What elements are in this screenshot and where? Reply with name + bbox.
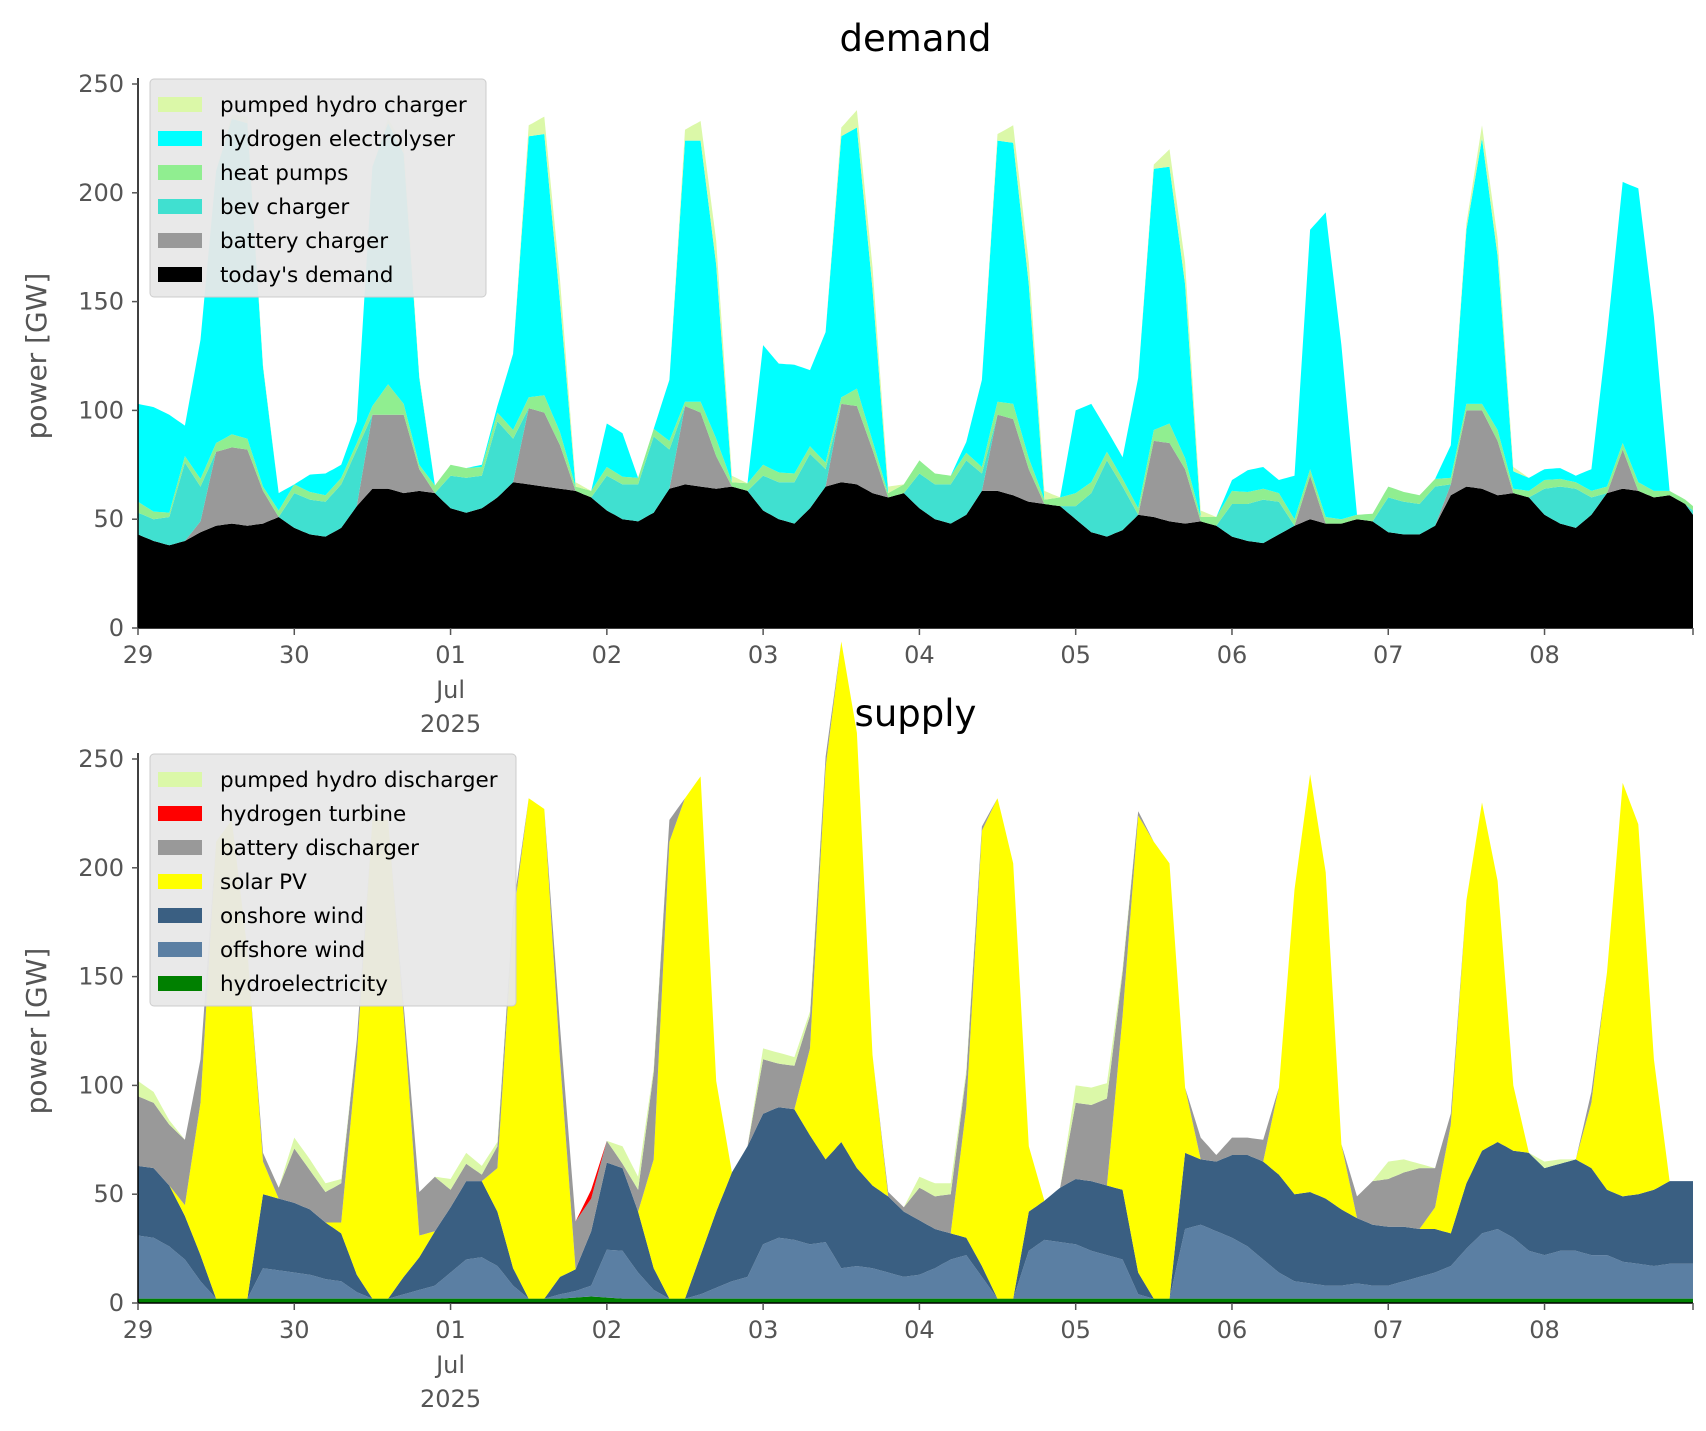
legend-label-onshore-wind: onshore wind xyxy=(220,904,364,929)
legend-frame xyxy=(149,753,517,1007)
legend-frame xyxy=(149,78,487,298)
legend-label-hydroelectricity: hydroelectricity xyxy=(220,972,388,997)
legend-swatch-battery-discharger xyxy=(158,840,202,855)
x-tick-label: 03 xyxy=(748,1316,779,1344)
y-tick-label: 50 xyxy=(93,505,124,533)
x-tick-label: 06 xyxy=(1217,641,1248,669)
legend-label-battery-discharger: battery discharger xyxy=(220,836,419,861)
x-tick-label: 07 xyxy=(1373,641,1404,669)
area-offshore-wind xyxy=(138,1224,1693,1299)
legend-swatch-heat-pumps xyxy=(158,165,202,180)
stacked-areas xyxy=(138,110,1693,628)
x-tick-label: 29 xyxy=(123,1316,154,1344)
y-tick-label: 100 xyxy=(78,396,124,424)
y-tick-label: 0 xyxy=(109,1289,124,1317)
legend-label-solar-pv: solar PV xyxy=(220,870,307,895)
x-tick-label: 30 xyxy=(279,1316,310,1344)
legend-swatch-hydrogen-electrolyser xyxy=(158,131,202,146)
legend-swatch-battery-charger xyxy=(158,233,202,248)
legend-label-battery-charger: battery charger xyxy=(220,229,388,254)
x-tick-sublabel: 2025 xyxy=(420,710,481,738)
x-tick-label: 03 xyxy=(748,641,779,669)
legend-label-heat-pumps: heat pumps xyxy=(220,161,348,186)
y-tick-label: 150 xyxy=(78,288,124,316)
area-onshore-wind xyxy=(138,1107,1693,1299)
x-tick-label: 04 xyxy=(904,1316,935,1344)
legend-swatch-onshore-wind xyxy=(158,908,202,923)
legend-swatch-solar-pv xyxy=(158,874,202,889)
y-tick-label: 0 xyxy=(109,614,124,642)
y-tick-label: 200 xyxy=(78,179,124,207)
legend-swatch-today-s-demand xyxy=(158,267,202,282)
x-tick-label: 07 xyxy=(1373,1316,1404,1344)
legend-label-pumped-hydro-discharger: pumped hydro discharger xyxy=(220,768,498,793)
legend: pumped hydro discharger hydrogen turbine b… xyxy=(149,753,517,1007)
x-tick-label: 01 xyxy=(435,1316,466,1344)
y-tick-label: 250 xyxy=(78,70,124,98)
x-tick-label: 02 xyxy=(592,641,623,669)
x-tick-sublabel: Jul xyxy=(434,1351,465,1379)
legend-label-hydrogen-electrolyser: hydrogen electrolyser xyxy=(220,127,455,152)
legend-swatch-pumped-hydro-charger xyxy=(158,97,202,112)
x-tick-label: 29 xyxy=(123,641,154,669)
x-tick-label: 08 xyxy=(1529,1316,1560,1344)
legend: pumped hydro charger hydrogen electrolyse… xyxy=(149,78,487,298)
y-axis-label: power [GW] xyxy=(20,273,53,440)
x-tick-label: 06 xyxy=(1217,1316,1248,1344)
legend-label-bev-charger: bev charger xyxy=(220,195,349,220)
y-tick-label: 200 xyxy=(78,854,124,882)
stacked-areas xyxy=(138,641,1693,1303)
legend-label-hydrogen-turbine: hydrogen turbine xyxy=(220,802,406,827)
y-tick-label: 100 xyxy=(78,1071,124,1099)
x-tick-label: 02 xyxy=(592,1316,623,1344)
legend-swatch-pumped-hydro-discharger xyxy=(158,772,202,787)
legend-swatch-hydrogen-turbine xyxy=(158,806,202,821)
legend-label-offshore-wind: offshore wind xyxy=(220,938,365,963)
x-tick-label: 04 xyxy=(904,641,935,669)
legend-label-today-s-demand: today's demand xyxy=(220,263,393,288)
area-heat-pumps xyxy=(138,384,1693,526)
area-today-s-demand xyxy=(138,482,1693,628)
chart-title: demand xyxy=(840,17,992,60)
area-solar-pv xyxy=(138,641,1693,1299)
x-tick-sublabel: Jul xyxy=(434,676,465,704)
area-hydroelectricity xyxy=(138,1296,1693,1303)
legend-swatch-bev-charger xyxy=(158,199,202,214)
x-tick-label: 05 xyxy=(1060,641,1091,669)
y-tick-label: 250 xyxy=(78,745,124,773)
y-tick-label: 150 xyxy=(78,963,124,991)
x-tick-label: 30 xyxy=(279,641,310,669)
area-battery-charger xyxy=(138,403,1693,546)
x-tick-label: 08 xyxy=(1529,641,1560,669)
x-tick-label: 05 xyxy=(1060,1316,1091,1344)
legend-swatch-offshore-wind xyxy=(158,942,202,957)
y-axis-label: power [GW] xyxy=(20,948,53,1115)
legend-swatch-hydroelectricity xyxy=(158,976,202,991)
area-hydrogen-electrolyser xyxy=(138,118,1693,520)
chart-title: supply xyxy=(855,692,977,735)
x-tick-label: 01 xyxy=(435,641,466,669)
legend-label-pumped-hydro-charger: pumped hydro charger xyxy=(220,93,467,118)
x-tick-sublabel: 2025 xyxy=(420,1385,481,1413)
y-tick-label: 50 xyxy=(93,1180,124,1208)
